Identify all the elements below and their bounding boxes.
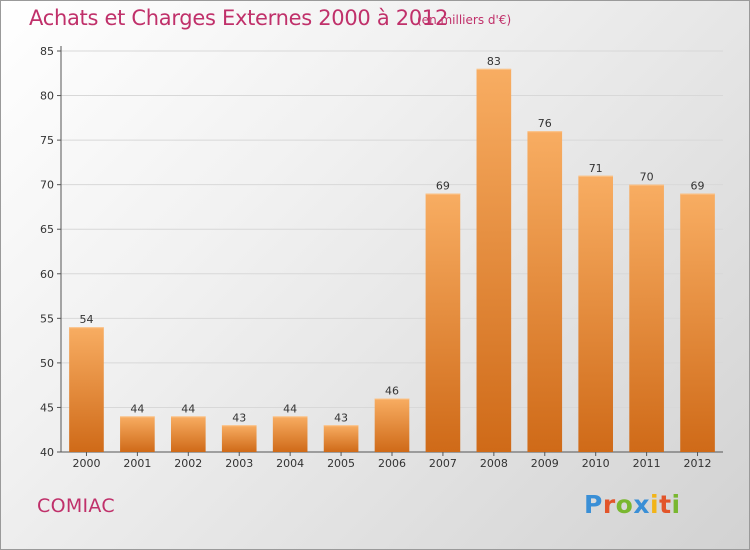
x-tick-label: 2001 <box>123 457 151 470</box>
data-label: 76 <box>538 117 552 130</box>
y-tick-label: 75 <box>40 134 54 147</box>
logo-letter: i <box>650 490 660 519</box>
x-tick-label: 2000 <box>72 457 100 470</box>
bar <box>69 327 104 452</box>
x-tick-label: 2010 <box>582 457 610 470</box>
y-tick-label: 65 <box>40 223 54 236</box>
bar <box>323 425 359 452</box>
y-tick-label: 70 <box>40 179 54 192</box>
bar <box>578 175 614 452</box>
y-tick-label: 85 <box>40 45 54 58</box>
bar <box>120 416 155 452</box>
data-label: 54 <box>79 313 93 326</box>
data-label: 43 <box>232 411 246 424</box>
data-label: 69 <box>436 180 450 193</box>
data-label: 44 <box>283 402 297 415</box>
y-tick-label: 80 <box>40 90 54 103</box>
y-tick-label: 40 <box>40 446 54 459</box>
x-tick-label: 2005 <box>327 457 355 470</box>
data-label: 44 <box>130 402 144 415</box>
y-tick-label: 55 <box>40 312 54 325</box>
x-tick-label: 2002 <box>174 457 202 470</box>
x-tick-label: 2009 <box>531 457 559 470</box>
logo-letter: x <box>633 490 650 519</box>
data-label: 46 <box>385 385 399 398</box>
bar <box>221 425 257 452</box>
chart-title: Achats et Charges Externes 2000 à 2012 <box>29 6 449 30</box>
bar <box>527 131 563 452</box>
data-label: 71 <box>589 162 603 175</box>
bar <box>425 193 461 453</box>
data-label: 44 <box>181 402 195 415</box>
x-tick-label: 2011 <box>633 457 661 470</box>
logo-letter: o <box>615 490 634 519</box>
bar <box>374 398 410 452</box>
chart-subtitle: (en milliers d'€) <box>417 13 512 27</box>
logo-letter: t <box>659 490 672 519</box>
data-label: 69 <box>691 180 705 193</box>
logo-letter: r <box>602 490 616 519</box>
x-tick-label: 2007 <box>429 457 457 470</box>
x-tick-label: 2003 <box>225 457 253 470</box>
data-label: 70 <box>640 171 654 184</box>
proxiti-logo[interactable]: Proxiti <box>584 490 681 519</box>
x-tick-label: 2012 <box>684 457 712 470</box>
x-tick-label: 2006 <box>378 457 406 470</box>
y-tick-label: 50 <box>40 357 54 370</box>
y-tick-label: 45 <box>40 401 54 414</box>
bar <box>680 193 715 453</box>
data-label: 43 <box>334 411 348 424</box>
bar <box>272 416 308 452</box>
bar <box>476 68 512 453</box>
x-tick-label: 2004 <box>276 457 304 470</box>
bar <box>629 184 664 452</box>
bar <box>170 416 206 452</box>
data-label: 83 <box>487 55 501 68</box>
logo-letter: P <box>584 490 603 519</box>
commune-name: COMIAC <box>37 495 115 517</box>
x-tick-label: 2008 <box>480 457 508 470</box>
logo-letter: i <box>671 490 681 519</box>
y-tick-label: 60 <box>40 268 54 281</box>
